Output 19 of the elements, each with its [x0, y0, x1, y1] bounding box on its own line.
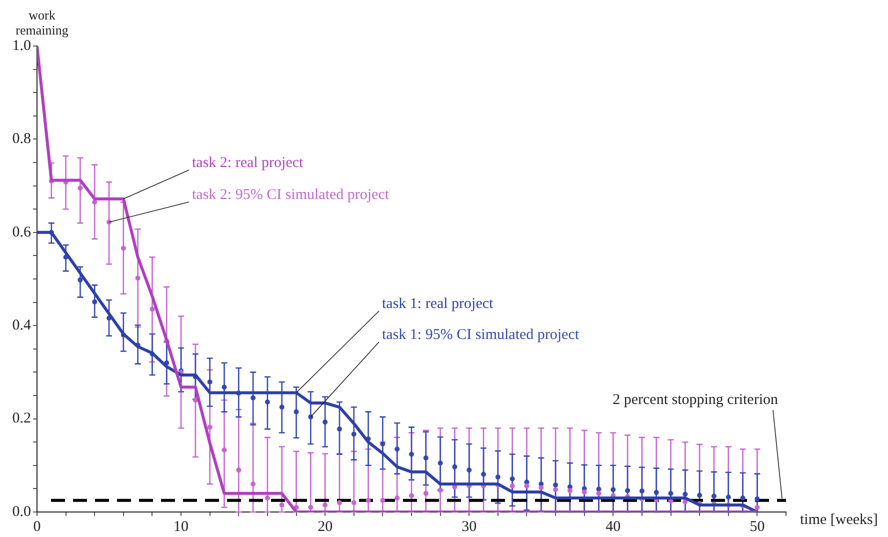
x-tick-label: 50 — [750, 518, 765, 535]
y-tick-label: 0.0 — [12, 504, 31, 520]
ref-line-label: 2 percent stopping criterion — [612, 392, 778, 408]
text: task 1: real project — [382, 296, 494, 312]
text: task 2: real project — [192, 154, 304, 171]
x-axis-title: time [weeks] — [800, 512, 878, 528]
y-tick-label: 0.8 — [12, 131, 31, 148]
x-tick-label: 0 — [33, 518, 41, 535]
text: task 1: 95% CI simulated project — [382, 326, 580, 343]
y-axis-title: work remaining — [16, 7, 69, 38]
text: task 2: 95% CI simulated project — [192, 186, 390, 203]
x-tick-label: 10 — [174, 518, 189, 535]
y-tick-label: 0.4 — [12, 318, 32, 334]
y-tick-label: 0.6 — [12, 224, 32, 240]
x-tick-label: 20 — [318, 518, 333, 535]
x-tick-label: 30 — [462, 518, 477, 535]
x-tick-label: 40 — [606, 518, 621, 535]
y-tick-label: 1.0 — [12, 38, 31, 54]
y-tick-label: 0.2 — [12, 410, 31, 427]
